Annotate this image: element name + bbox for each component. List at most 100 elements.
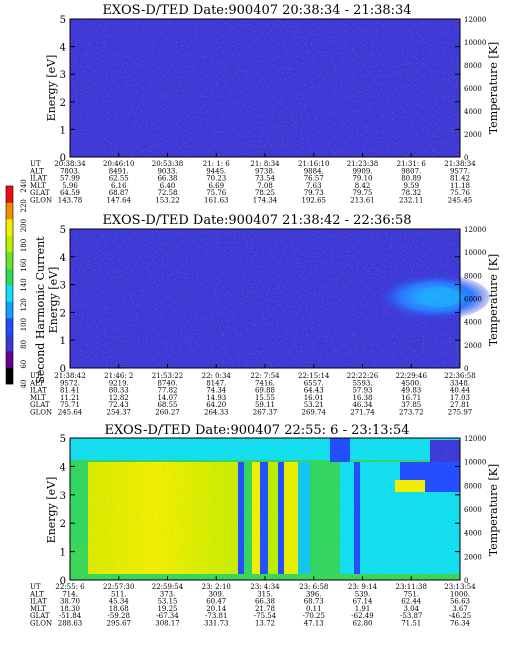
y2-tick-label: 10000	[464, 39, 486, 47]
table-row-label: GLON	[30, 197, 52, 205]
colorbar-tick-label: 140	[20, 278, 28, 291]
panel-3-heatmap	[70, 438, 460, 580]
panel-3-ylabel: Energy [eV]	[45, 477, 58, 544]
y-tick-label: 3	[60, 491, 66, 502]
y-tick-label: 0	[60, 576, 66, 587]
table-cell: 21:16:10	[298, 160, 329, 168]
table-cell: 22: 7:54	[250, 372, 280, 380]
y-tick-label: 0	[60, 364, 66, 375]
y-tick-label: 5	[60, 225, 66, 236]
panel-1-y-axis: 0 1 2 3 4 5 0 2000 4000 6000 8000 10000 12000	[60, 15, 487, 164]
table-cell: 8.42	[355, 182, 371, 190]
table-row-label: GLON	[30, 409, 52, 417]
table-cell: 79.10	[352, 175, 372, 183]
colorbar-band	[6, 219, 13, 236]
table-cell: 3.67	[452, 605, 468, 613]
table-cell: 192.65	[302, 197, 327, 205]
colorbar-label: Second Harmonic Current	[34, 236, 47, 384]
table-cell: 9884.	[304, 167, 324, 175]
table-cell: 23:11:38	[396, 583, 427, 591]
table-cell: 9572.	[60, 379, 80, 387]
y-tick-label: 1	[60, 125, 66, 136]
table-cell: 21:38:42	[54, 372, 85, 380]
colorbar-tick-label: 40	[20, 380, 28, 389]
table-cell: 21:46: 2	[104, 372, 133, 380]
table-cell: 21.78	[255, 605, 275, 613]
table-cell: -59.28	[108, 612, 130, 620]
table-row-label: ILAT	[30, 387, 47, 395]
table-cell: 37.85	[401, 401, 421, 409]
table-cell: 1000.	[450, 590, 470, 598]
table-cell: 21:53:22	[152, 372, 183, 380]
panel-3-noise	[70, 438, 460, 580]
y2-tick-label: 6000	[464, 296, 482, 304]
table-cell: 751.	[403, 590, 419, 598]
panel-3: EXOS-D/TED Date:900407 22:55: 6 - 23:13:…	[29, 423, 500, 628]
y2-tick-label: 8000	[464, 62, 482, 70]
table-cell: 66.38	[255, 598, 275, 606]
table-cell: -73.81	[205, 612, 227, 620]
table-cell: 23: 4:34	[250, 583, 280, 591]
table-cell: 69.88	[255, 387, 275, 395]
panel-1-title: EXOS-D/TED Date:900407 20:38:34 - 21:38:…	[102, 3, 411, 18]
panel-2-hot-core	[418, 287, 462, 307]
table-cell: 79.75	[352, 189, 372, 197]
table-cell: 67.14	[352, 598, 373, 606]
colorbar-band	[6, 367, 13, 385]
table-cell: 264.33	[204, 409, 229, 417]
table-cell: 9738.	[255, 167, 275, 175]
table-cell: 288.63	[58, 620, 83, 628]
table-cell: 75.71	[60, 401, 80, 409]
table-row-label: ILAT	[30, 598, 47, 606]
table-cell: 6.40	[160, 182, 176, 190]
table-cell: 22:15:14	[298, 372, 330, 380]
y2-tick-label: 0	[464, 154, 468, 162]
table-cell: 62.80	[352, 620, 372, 628]
table-cell: 14.07	[157, 394, 177, 402]
table-cell: 9445.	[206, 167, 226, 175]
y-tick-label: 2	[60, 98, 66, 109]
panel-2-heatmap	[70, 229, 490, 368]
table-cell: 76.57	[304, 175, 324, 183]
table-cell: 20:53:38	[152, 160, 183, 168]
table-cell: 64.59	[60, 189, 80, 197]
table-cell: 71.51	[401, 620, 421, 628]
table-cell: 68.55	[157, 401, 177, 409]
colorbar-band	[6, 252, 13, 269]
table-cell: 1.91	[355, 605, 371, 613]
table-cell: 7803.	[60, 167, 80, 175]
table-cell: 232.11	[399, 197, 424, 205]
table-cell: 245.45	[448, 197, 473, 205]
y-tick-label: 2	[60, 308, 66, 319]
y-tick-label: 4	[60, 462, 66, 473]
table-cell: 9033.	[157, 167, 177, 175]
panel-3-y-axis: 0 1 2 3 4 5 0 2000 4000 6000 8000 10000 12000	[60, 434, 487, 587]
table-cell: 23: 9:14	[348, 583, 378, 591]
colorbar: 40 60 80 100 120 140 160 180 200 220 240 Second Ha…	[5, 179, 47, 389]
table-cell: 16.38	[352, 394, 372, 402]
panel-2: EXOS-D/TED Date:900407 21:38:42 - 22:36:…	[29, 213, 500, 417]
y-tick-label: 1	[60, 336, 66, 347]
y2-tick-label: 12000	[464, 226, 486, 234]
y2-tick-label: 6000	[464, 506, 482, 514]
table-cell: 62.44	[401, 598, 422, 606]
table-cell: 72.43	[109, 401, 129, 409]
y2-tick-label: 10000	[464, 459, 486, 467]
table-cell: 260.27	[155, 409, 180, 417]
table-cell: 8147.	[206, 379, 226, 387]
table-cell: 53.21	[304, 401, 324, 409]
table-cell: 0.11	[306, 605, 322, 613]
table-cell: 147.64	[107, 197, 132, 205]
table-cell: 57.93	[352, 387, 372, 395]
table-cell: 16.01	[304, 394, 324, 402]
table-cell: 75.76	[450, 189, 471, 197]
table-cell: 20:38:34	[54, 160, 86, 168]
table-cell: -67.34	[156, 612, 179, 620]
y2-tick-label: 8000	[464, 272, 482, 280]
colorbar-tick-label: 220	[20, 199, 28, 212]
table-cell: -62.49	[351, 612, 373, 620]
table-cell: 273.72	[399, 409, 424, 417]
table-row-label: ALT	[29, 167, 44, 175]
